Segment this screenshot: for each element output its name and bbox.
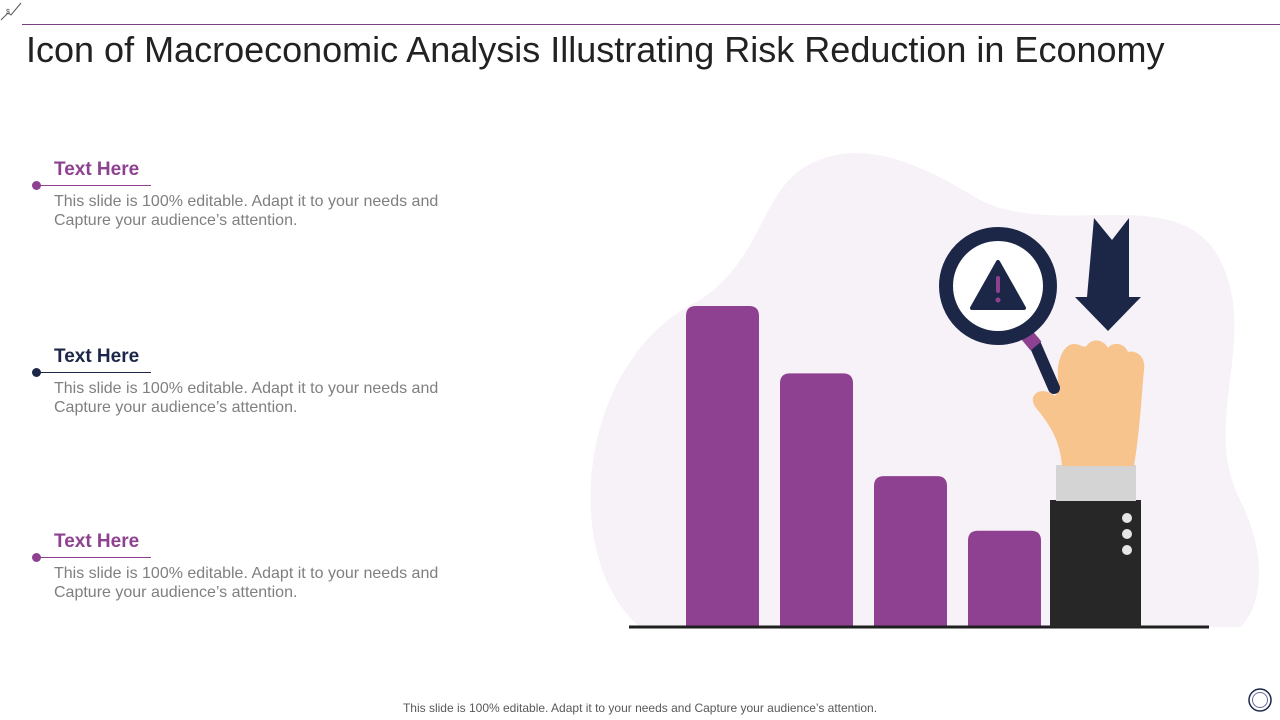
circle-logo-icon <box>1248 688 1272 712</box>
svg-text:$: $ <box>6 9 10 16</box>
point-body: This slide is 100% editable. Adapt it to… <box>54 565 439 601</box>
point-body: This slide is 100% editable. Adapt it to… <box>54 193 439 229</box>
magnifier-icon <box>939 227 1060 394</box>
chart-logo-icon: $ <box>0 2 22 21</box>
hand <box>1032 340 1145 466</box>
shirt-cuff <box>1056 465 1136 501</box>
heading-underline <box>36 185 151 186</box>
chart-bar <box>874 476 947 627</box>
chart-bar <box>968 530 1041 627</box>
header-rule <box>22 24 1280 25</box>
point-heading: Text Here <box>54 531 140 552</box>
sleeve-button <box>1122 529 1132 539</box>
heading-underline <box>36 372 151 373</box>
warning-icon <box>970 260 1026 310</box>
bar-chart-icon <box>686 306 1041 627</box>
hand-icon <box>1032 340 1145 627</box>
sleeve-button <box>1122 513 1132 523</box>
point-heading: Text Here <box>54 159 140 180</box>
heading-underline <box>36 557 151 558</box>
magnifier-handle <box>1028 336 1060 394</box>
sleeve-button <box>1122 545 1132 555</box>
footer-note: This slide is 100% editable. Adapt it to… <box>402 701 878 715</box>
point-body: This slide is 100% editable. Adapt it to… <box>54 380 439 416</box>
down-arrow-icon <box>1075 218 1141 331</box>
chart-bar <box>780 373 853 627</box>
chart-bar <box>686 306 759 627</box>
slide-title: Icon of Macroeconomic Analysis Illustrat… <box>26 29 1165 70</box>
point-heading: Text Here <box>54 346 140 367</box>
